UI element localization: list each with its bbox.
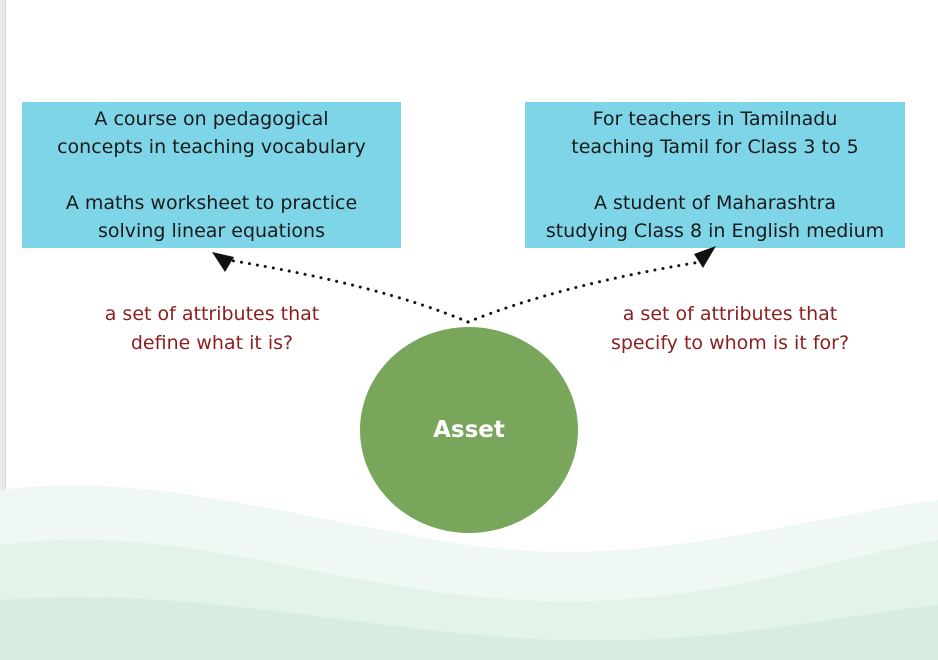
slide-left-edge <box>0 0 6 660</box>
audience-caption: a set of attributes that specify to whom… <box>575 300 885 358</box>
box-line: A maths worksheet to practice <box>65 192 358 214</box>
box-line: concepts in teaching vocabulary <box>57 136 366 158</box>
caption-line: a set of attributes that <box>622 303 838 325</box>
definition-attributes-box: A course on pedagogical concepts in teac… <box>22 102 401 248</box>
box-line: solving linear equations <box>98 220 325 242</box>
box-line: For teachers in Tamilnadu <box>592 108 838 130</box>
caption-line: a set of attributes that <box>104 303 320 325</box>
audience-attributes-box: For teachers in Tamilnadu teaching Tamil… <box>525 102 905 248</box>
caption-line: define what it is? <box>130 332 294 354</box>
box-line: A student of Maharashtra <box>593 192 837 214</box>
asset-node: Asset <box>360 327 578 533</box>
asset-label: Asset <box>433 417 505 443</box>
box-line: A course on pedagogical <box>94 108 329 130</box>
definition-caption: a set of attributes that define what it … <box>72 300 352 358</box>
box-line: teaching Tamil for Class 3 to 5 <box>571 136 859 158</box>
right-dotted-connector <box>466 260 702 324</box>
right-arrowhead-icon <box>694 246 716 268</box>
left-dotted-connector <box>226 258 470 324</box>
caption-line: specify to whom is it for? <box>610 332 850 354</box>
left-arrowhead-icon <box>212 252 234 272</box>
box-line: studying Class 8 in English medium <box>545 220 885 242</box>
